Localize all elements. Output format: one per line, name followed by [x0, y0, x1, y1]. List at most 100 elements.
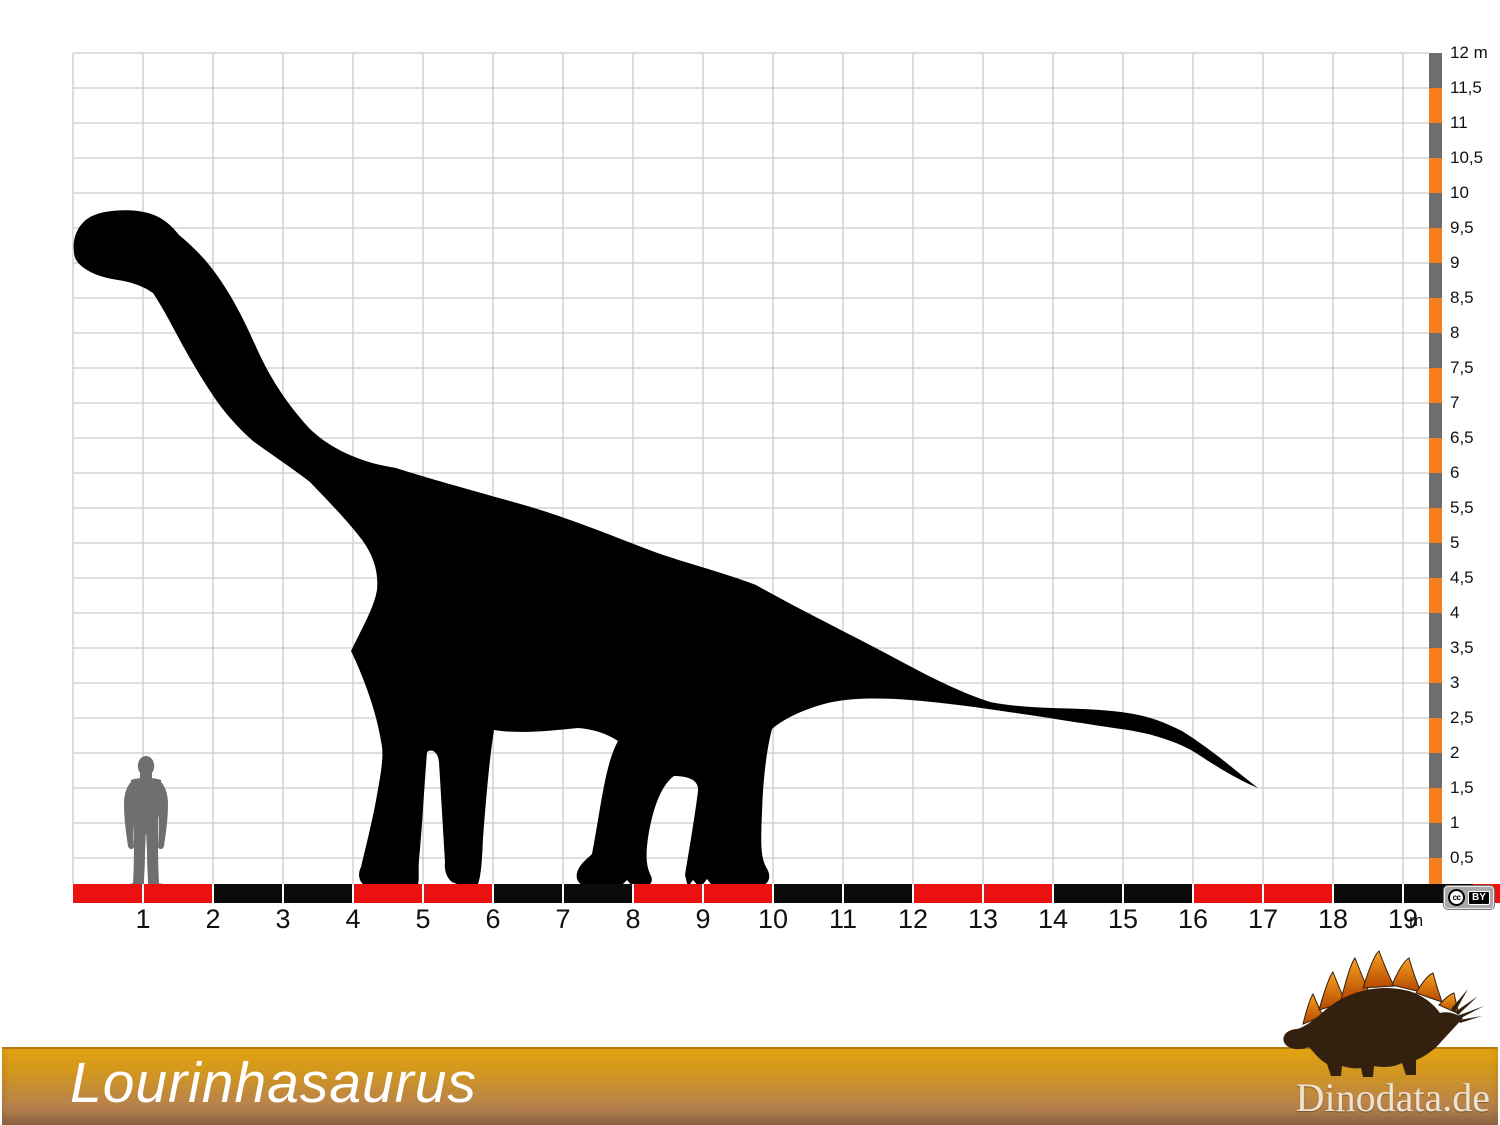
x-axis-tick-label: 12: [897, 904, 929, 934]
x-axis-tick-label: 10: [757, 904, 789, 934]
y-bar-segment: [1429, 88, 1442, 123]
x-axis-tick-label: 17: [1247, 904, 1279, 934]
y-bar-segment: [1429, 473, 1442, 508]
cc-by-label: BY: [1468, 890, 1490, 905]
human-silhouette: [124, 756, 168, 890]
x-bar-meter-tick: [142, 884, 144, 903]
y-bar-segment: [1429, 193, 1442, 228]
y-axis-tick-label: 7,5: [1450, 358, 1474, 377]
x-axis-tick-label: 9: [695, 904, 711, 934]
cc-icon: cc: [1448, 889, 1466, 906]
y-bar-segment: [1429, 158, 1442, 193]
x-bar-meter-tick: [842, 884, 844, 903]
y-axis-tick-label: 5: [1450, 533, 1460, 552]
y-axis-tick-label: 4: [1450, 603, 1460, 622]
y-bar-segment: [1429, 508, 1442, 543]
x-bar-meter-tick: [772, 884, 774, 903]
y-axis-tick-label: 9: [1450, 253, 1460, 272]
y-axis-tick-label: 7: [1450, 393, 1460, 412]
y-axis-tick-label: 10,5: [1450, 148, 1484, 167]
y-bar-segment: [1429, 753, 1442, 788]
x-axis-tick-label: 11: [828, 904, 858, 934]
x-bar-meter-tick: [352, 884, 354, 903]
stegosaurus-logo: [1283, 950, 1484, 1077]
horizontal-scale-bar: [73, 884, 1500, 903]
y-bar-segment: [1429, 333, 1442, 368]
x-bar-meter-tick: [492, 884, 494, 903]
x-bar-meter-tick: [212, 884, 214, 903]
x-axis-tick-label: 2: [205, 904, 221, 934]
x-bar-meter-tick: [1262, 884, 1264, 903]
stegosaurus-body-icon: [1283, 988, 1484, 1077]
x-axis-tick-label: 7: [555, 904, 571, 934]
y-bar-segment: [1429, 823, 1442, 858]
x-axis-tick-label: 14: [1037, 904, 1069, 934]
y-bar-segment: [1429, 683, 1442, 718]
y-axis-tick-label: 11: [1450, 113, 1468, 132]
y-bar-segment: [1429, 123, 1442, 158]
x-bar-meter-tick: [1122, 884, 1124, 903]
x-axis-tick-label: 8: [625, 904, 641, 934]
y-bar-segment: [1429, 368, 1442, 403]
y-bar-segment: [1429, 228, 1442, 263]
y-axis-tick-label: 11,5: [1450, 78, 1482, 97]
y-axis-tick-label: 1: [1450, 813, 1460, 832]
x-axis-tick-label: 5: [415, 904, 431, 934]
y-bar-segment: [1429, 858, 1442, 884]
y-axis-tick-label: 8,5: [1450, 288, 1474, 307]
y-bar-segment: [1429, 438, 1442, 473]
vertical-scale-labels: 12 m 11,5 11 10,5 10 9,5 9 8,5 8 7,5 7 6,5 6 5,5 5 4,5 4…: [1450, 43, 1500, 893]
dinosaur-silhouette: [73, 210, 1258, 889]
y-axis-tick-label: 3: [1450, 673, 1460, 692]
x-axis-tick-label: 6: [485, 904, 501, 934]
x-bar-meter-tick: [912, 884, 914, 903]
x-bar-meter-tick: [632, 884, 634, 903]
y-axis-tick-label: 0,5: [1450, 848, 1474, 867]
y-axis-tick-label: 6: [1450, 463, 1460, 482]
y-bar-segment: [1429, 613, 1442, 648]
y-axis-tick-label: 6,5: [1450, 428, 1474, 447]
y-bar-segment: [1429, 648, 1442, 683]
y-axis-tick-label: 8: [1450, 323, 1460, 342]
x-axis-tick-label: 13: [967, 904, 999, 934]
y-bar-segment: [1429, 718, 1442, 753]
y-bar-segment: [1429, 403, 1442, 438]
x-axis-tick-label: 4: [345, 904, 361, 934]
x-axis-tick-label: 18: [1317, 904, 1349, 934]
x-axis-tick-label: 3: [275, 904, 291, 934]
y-axis-tick-label: 1,5: [1450, 778, 1474, 797]
y-axis-tick-label: 2: [1450, 743, 1460, 762]
page-title: Lourinhasaurus: [70, 1051, 477, 1115]
y-axis-tick-label: 10: [1450, 183, 1469, 202]
site-name: Dinodata.de: [1295, 1075, 1490, 1120]
y-axis-tick-label: 3,5: [1450, 638, 1474, 657]
x-bar-meter-tick: [982, 884, 984, 903]
x-axis-unit-label: m: [1409, 911, 1424, 930]
y-axis-tick-label: 2,5: [1450, 708, 1474, 727]
y-bar-segment: [1429, 543, 1442, 578]
y-axis-tick-label: 4,5: [1450, 568, 1474, 587]
x-bar-meter-tick: [282, 884, 284, 903]
horizontal-scale-labels: 1 2 3 4 5 6 7 8 9 10 11 12 13 14 15 16 17 18 19: [0, 903, 1500, 935]
y-bar-segment: [1429, 578, 1442, 613]
x-bar-meter-tick: [1332, 884, 1334, 903]
y-bar-segment: [1429, 53, 1442, 88]
y-axis-tick-label: 12 m: [1450, 43, 1488, 62]
y-bar-segment: [1429, 298, 1442, 333]
y-bar-segment: [1429, 263, 1442, 298]
cc-by-license-badge[interactable]: cc BY: [1444, 886, 1494, 909]
x-bar-meter-tick: [702, 884, 704, 903]
x-bar-meter-tick: [1052, 884, 1054, 903]
title-banner: [2, 1047, 1498, 1125]
y-axis-tick-label: 5,5: [1450, 498, 1474, 517]
vertical-scale-bar: [1429, 53, 1442, 884]
x-axis-tick-label: 1: [135, 904, 151, 934]
y-bar-segment: [1429, 788, 1442, 823]
x-bar-meter-tick: [422, 884, 424, 903]
y-axis-tick-label: 9,5: [1450, 218, 1474, 237]
x-axis-tick-label: 19: [1387, 904, 1419, 934]
x-axis-tick-label: 15: [1107, 904, 1139, 934]
x-axis-tick-label: 16: [1177, 904, 1209, 934]
